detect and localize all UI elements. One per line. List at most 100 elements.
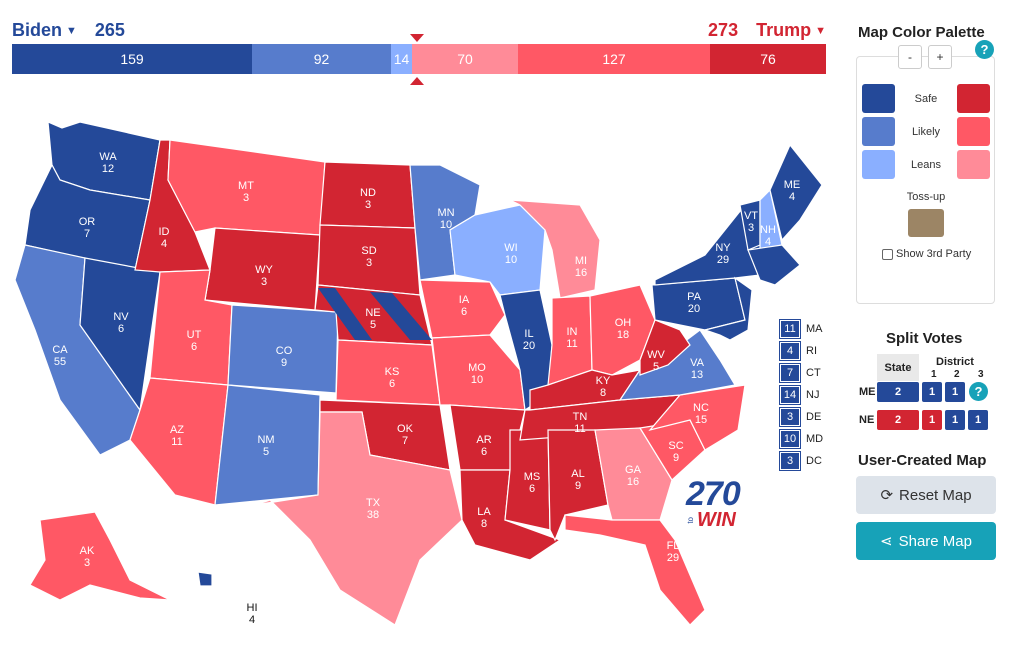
ev-nc: 15 bbox=[695, 414, 707, 426]
palette-help-icon[interactable]: ? bbox=[975, 40, 994, 59]
ev-box: 7 bbox=[779, 363, 801, 383]
palette-title: Map Color Palette bbox=[858, 24, 985, 41]
share-map-button[interactable]: ⋖ Share Map bbox=[856, 522, 996, 560]
label-wi: WI bbox=[504, 242, 517, 254]
ev-ca: 55 bbox=[54, 356, 66, 368]
swatch-rep-safe[interactable] bbox=[957, 84, 990, 113]
label-vt: VT bbox=[744, 210, 758, 222]
label-co: CO bbox=[276, 345, 293, 357]
label-sc: SC bbox=[668, 440, 683, 452]
checkbox-icon[interactable] bbox=[882, 248, 893, 260]
label-or: OR bbox=[79, 216, 96, 228]
state-me[interactable] bbox=[769, 143, 823, 242]
label-wa: WA bbox=[99, 151, 117, 163]
ev-ok: 7 bbox=[402, 435, 408, 447]
small-state-dc[interactable]: 3 DC bbox=[779, 450, 823, 472]
label-tx: TX bbox=[366, 497, 381, 509]
ev-in: 11 bbox=[566, 338, 577, 350]
trump-total: 273 bbox=[708, 20, 739, 40]
label-in: IN bbox=[567, 326, 578, 338]
ne-state-votes[interactable]: 2 bbox=[877, 410, 919, 430]
state-ak[interactable] bbox=[29, 511, 171, 601]
state-hi[interactable] bbox=[197, 571, 213, 587]
270-marker-top-icon bbox=[410, 34, 424, 42]
ev-box: 14 bbox=[779, 385, 801, 405]
ne-label: NE bbox=[859, 414, 875, 426]
split-help-icon[interactable]: ? bbox=[969, 382, 988, 401]
state-abbr: RI bbox=[806, 345, 817, 357]
ev-nh: 4 bbox=[765, 236, 771, 248]
ev-ar: 6 bbox=[481, 446, 487, 458]
label-id: ID bbox=[159, 226, 170, 238]
small-state-ri[interactable]: 4 RI bbox=[779, 340, 823, 362]
state-abbr: CT bbox=[806, 367, 821, 379]
small-state-ct[interactable]: 7 CT bbox=[779, 362, 823, 384]
reset-map-button[interactable]: ⟳ Reset Map bbox=[856, 476, 996, 514]
ev-ak: 3 bbox=[84, 557, 90, 569]
label-la: LA bbox=[477, 506, 491, 518]
trump-label: Trump bbox=[756, 20, 812, 40]
label-mo: MO bbox=[468, 362, 486, 374]
label-mn: MN bbox=[437, 207, 454, 219]
ev-sd: 3 bbox=[366, 257, 372, 269]
me-state-votes[interactable]: 2 bbox=[877, 382, 919, 402]
state-tx[interactable] bbox=[254, 411, 463, 626]
label-ks: KS bbox=[385, 366, 400, 378]
ev-box: 3 bbox=[779, 451, 801, 471]
zoom-out-button[interactable]: - bbox=[898, 45, 922, 69]
ne-district-1[interactable]: 1 bbox=[922, 410, 942, 430]
small-state-md[interactable]: 10 MD bbox=[779, 428, 823, 450]
270towin-logo[interactable]: 270 to WIN bbox=[686, 477, 746, 530]
biden-label: Biden bbox=[12, 20, 63, 40]
label-tossup: Toss-up bbox=[906, 191, 946, 203]
ev-tn: 11 bbox=[574, 423, 585, 435]
show-3rd-party-toggle[interactable]: Show 3rd Party bbox=[882, 248, 971, 260]
state-ia[interactable] bbox=[419, 279, 506, 339]
bar-biden-likely: 92 bbox=[252, 44, 391, 74]
bar-trump-safe: 76 bbox=[710, 44, 826, 74]
state-wy[interactable] bbox=[204, 227, 321, 311]
swatch-rep-likely[interactable] bbox=[957, 117, 990, 146]
state-fl[interactable] bbox=[564, 514, 706, 626]
state-abbr: DC bbox=[806, 455, 822, 467]
swatch-dem-likely[interactable] bbox=[862, 117, 895, 146]
ev-wa: 12 bbox=[102, 163, 114, 175]
label-leans: Leans bbox=[911, 159, 941, 171]
ev-va: 13 bbox=[691, 369, 703, 381]
label-ar: AR bbox=[476, 434, 491, 446]
state-new-england bbox=[747, 244, 801, 286]
small-state-de[interactable]: 3 DE bbox=[779, 406, 823, 428]
state-nj-md-de bbox=[702, 276, 753, 341]
biden-dropdown[interactable]: Biden ▼ bbox=[12, 20, 77, 41]
me-district-1[interactable]: 1 bbox=[922, 382, 942, 402]
small-state-ma[interactable]: 11 MA bbox=[779, 318, 823, 340]
small-state-nj[interactable]: 14 NJ bbox=[779, 384, 823, 406]
district-1-header: 1 bbox=[931, 369, 937, 380]
label-hi: HI bbox=[247, 602, 258, 614]
swatch-dem-safe[interactable] bbox=[862, 84, 895, 113]
swatch-tossup[interactable] bbox=[908, 209, 944, 237]
label-oh: OH bbox=[615, 317, 632, 329]
270-marker-bottom-icon bbox=[410, 77, 424, 85]
label-tn: TN bbox=[573, 411, 588, 423]
ne-district-3[interactable]: 1 bbox=[968, 410, 988, 430]
ev-mo: 10 bbox=[471, 374, 483, 386]
label-az: AZ bbox=[170, 424, 184, 436]
state-abbr: NJ bbox=[806, 389, 820, 401]
state-labels: WA 12 OR 7 CA 55 NV 6 ID 4 MT 3 WY 3 UT … bbox=[52, 151, 800, 626]
me-district-2[interactable]: 1 bbox=[945, 382, 965, 402]
label-nc: NC bbox=[693, 402, 709, 414]
swatch-rep-leans[interactable] bbox=[957, 150, 990, 179]
zoom-in-button[interactable]: + bbox=[928, 45, 952, 69]
ev-ky: 8 bbox=[600, 387, 606, 399]
show-3rd-party-label: Show 3rd Party bbox=[896, 248, 972, 260]
bar-biden-safe: 159 bbox=[12, 44, 252, 74]
label-va: VA bbox=[690, 357, 705, 369]
ne-district-2[interactable]: 1 bbox=[945, 410, 965, 430]
ev-ut: 6 bbox=[191, 341, 197, 353]
trump-dropdown[interactable]: Trump ▼ bbox=[756, 20, 826, 41]
swatch-dem-leans[interactable] bbox=[862, 150, 895, 179]
label-safe: Safe bbox=[914, 93, 938, 105]
label-pa: PA bbox=[687, 291, 702, 303]
